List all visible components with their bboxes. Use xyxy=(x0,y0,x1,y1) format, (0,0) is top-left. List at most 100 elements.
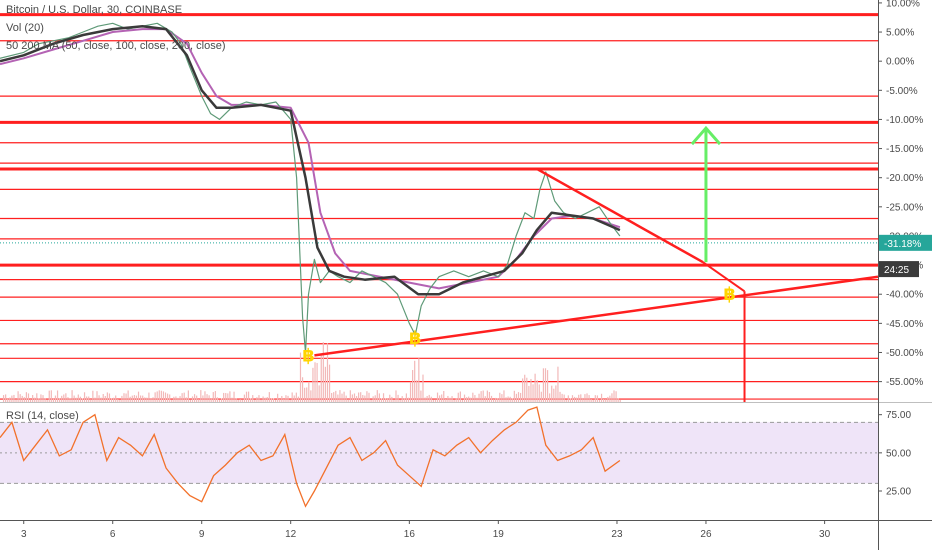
volume-bar xyxy=(366,391,368,402)
volume-bars xyxy=(2,342,621,402)
x-tick-label: 6 xyxy=(110,529,116,540)
volume-bar xyxy=(557,366,559,402)
volume-bar xyxy=(177,397,179,402)
volume-bar xyxy=(549,393,551,402)
volume-bar xyxy=(478,393,480,402)
volume-bar xyxy=(457,392,459,402)
volume-bar xyxy=(416,380,418,402)
volume-bar xyxy=(164,392,167,402)
volume-bar xyxy=(40,394,42,402)
volume-bar xyxy=(102,393,104,402)
volume-bar xyxy=(96,391,98,402)
volume-bar xyxy=(598,399,601,402)
volume-bar xyxy=(295,392,297,402)
volume-bar xyxy=(465,397,468,402)
volume-bar xyxy=(349,390,351,402)
volume-bar xyxy=(179,396,181,402)
volume-bar xyxy=(13,394,15,402)
countdown-badge-label: 24:25 xyxy=(884,265,909,276)
volume-bar xyxy=(198,399,200,402)
ma-fast-line xyxy=(0,24,621,296)
volume-bar xyxy=(196,395,198,402)
volume-bar xyxy=(135,395,138,402)
x-tick-label: 30 xyxy=(819,529,831,540)
volume-bar xyxy=(142,395,144,402)
rsi-y-ticks: 75.00 50.00 25.00 xyxy=(878,410,911,498)
volume-bar xyxy=(501,394,503,402)
x-axis-ticks: 3 6 9 12 16 19 23 26 30 xyxy=(21,520,831,540)
volume-bar xyxy=(326,343,329,402)
volume-bar xyxy=(387,397,389,402)
volume-bar xyxy=(590,399,592,402)
volume-bar xyxy=(283,398,285,402)
volume-bar xyxy=(127,390,129,402)
volume-bar xyxy=(29,399,32,402)
volume-bar xyxy=(160,390,162,402)
volume-bar xyxy=(86,396,88,402)
volume-bar xyxy=(603,399,605,402)
volume-bar xyxy=(162,391,165,402)
volume-bar xyxy=(277,393,279,402)
volume-bar xyxy=(405,393,407,402)
volume-bar xyxy=(368,392,370,402)
volume-bar xyxy=(38,398,40,402)
volume-bar xyxy=(88,396,90,402)
x-tick-label: 9 xyxy=(199,529,205,540)
volume-bar xyxy=(412,370,414,402)
volume-bar xyxy=(439,395,441,402)
volume-bar xyxy=(104,395,106,402)
volume-bar xyxy=(443,390,445,402)
volume-bar xyxy=(567,395,569,402)
volume-bar xyxy=(187,390,189,402)
volume-bar xyxy=(56,390,59,402)
volume-bar xyxy=(391,396,393,402)
volume-bar xyxy=(65,393,67,402)
volume-bar xyxy=(189,399,192,402)
y-tick-label: -40.00% xyxy=(886,290,923,301)
volume-bar xyxy=(183,392,185,402)
volume-bar xyxy=(322,342,324,402)
volume-bar xyxy=(432,399,434,402)
volume-bar xyxy=(299,352,302,402)
volume-bar xyxy=(272,398,275,402)
volume-bar xyxy=(90,399,92,402)
volume-bar xyxy=(459,391,461,402)
x-tick-label: 16 xyxy=(404,529,416,540)
volume-bar xyxy=(216,397,219,402)
volume-bar xyxy=(117,399,119,402)
volume-bar xyxy=(561,393,563,402)
volume-bar xyxy=(426,395,428,402)
y-tick-label: 10.00% xyxy=(886,0,920,9)
bitcoin-icon: ฿ xyxy=(302,345,315,366)
volume-bar xyxy=(513,390,515,402)
volume-bar xyxy=(140,395,142,402)
volume-bar xyxy=(376,390,378,402)
volume-bar xyxy=(573,396,576,402)
volume-bar xyxy=(592,399,594,402)
volume-bar xyxy=(250,398,252,402)
volume-bar xyxy=(482,390,484,402)
price-badge-label: -31.18% xyxy=(884,239,921,250)
volume-bar xyxy=(245,391,248,402)
volume-bar xyxy=(256,397,258,402)
volume-bar xyxy=(185,397,187,402)
volume-bar xyxy=(98,395,100,402)
volume-bar xyxy=(206,394,208,402)
volume-bar xyxy=(218,399,221,402)
volume-bar xyxy=(181,393,183,402)
volume-bar xyxy=(441,394,443,402)
volume-bar xyxy=(337,394,339,402)
volume-bar xyxy=(214,391,216,402)
volume-bar xyxy=(156,391,158,402)
volume-bar xyxy=(451,396,453,402)
legend-volume: Vol (20) xyxy=(6,22,44,34)
volume-bar xyxy=(92,390,94,402)
volume-bar xyxy=(274,399,277,402)
volume-bar xyxy=(511,398,513,402)
y-tick-label: -45.00% xyxy=(886,319,923,330)
volume-bar xyxy=(106,392,108,402)
volume-bar xyxy=(486,390,488,402)
volume-bar xyxy=(231,397,233,402)
rsi-tick-label: 25.00 xyxy=(886,487,911,498)
volume-bar xyxy=(580,394,582,402)
